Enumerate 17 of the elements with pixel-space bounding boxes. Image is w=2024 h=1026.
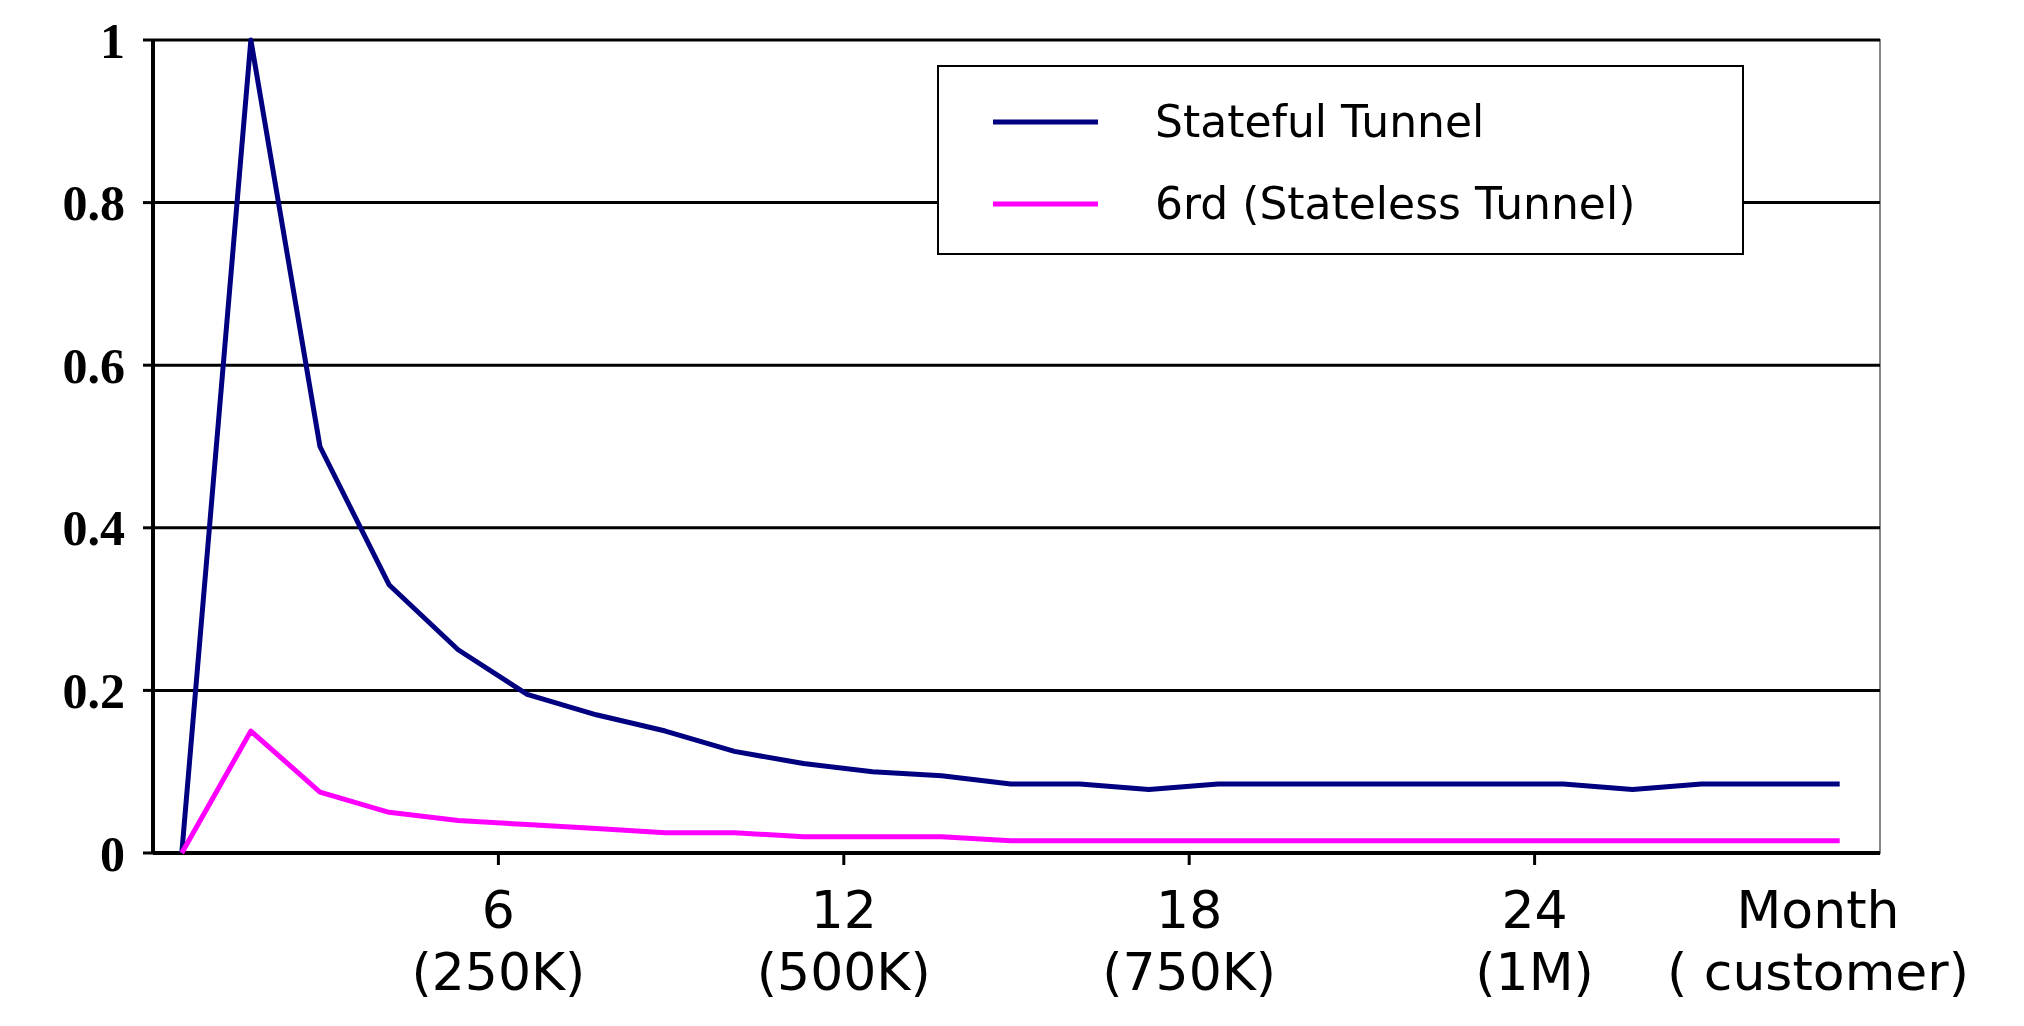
x-tick-label: 6 — [481, 880, 515, 940]
legend-label: 6rd (Stateless Tunnel) — [1155, 178, 1636, 230]
y-tick-label: 0.2 — [62, 662, 125, 719]
x-tick-label: 12 — [810, 880, 877, 940]
y-tick-label: 0.4 — [62, 500, 125, 557]
text: (1M) — [1475, 942, 1594, 1002]
y-tick-label: 1 — [100, 12, 125, 69]
text: (250K) — [411, 942, 586, 1002]
legend-label: Stateful Tunnel — [1155, 96, 1485, 148]
text: (750K) — [1102, 942, 1277, 1002]
text: (500K) — [756, 942, 931, 1002]
y-tick-label: 0 — [100, 825, 125, 882]
y-tick-label: 0.6 — [62, 337, 125, 394]
y-tick-label: 0.8 — [62, 175, 125, 232]
x-tick-label: 24 — [1501, 880, 1568, 940]
x-axis-title: Month ( customer) — [1667, 880, 1969, 1002]
x-tick-label: 18 — [1156, 880, 1223, 940]
